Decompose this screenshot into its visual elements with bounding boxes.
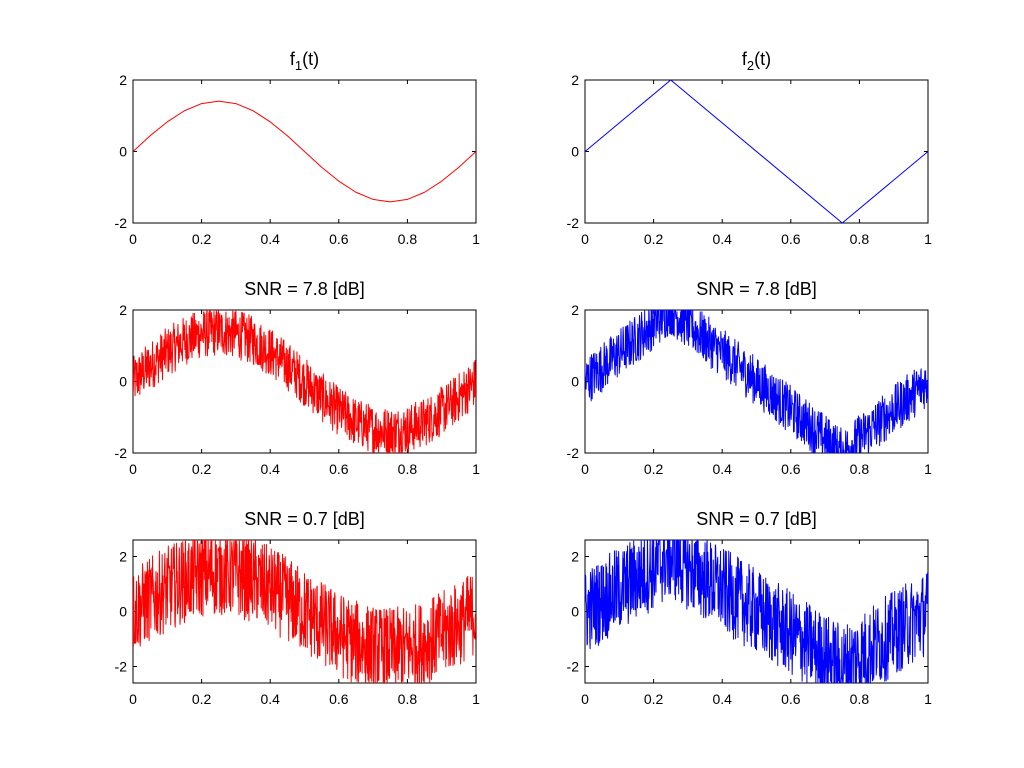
x-tick-label: 0.2 <box>644 461 664 477</box>
y-tick-label: 0 <box>119 374 127 390</box>
x-tick-label: 0 <box>581 461 589 477</box>
x-tick-label: 0.8 <box>850 461 870 477</box>
x-tick-label: 0.8 <box>850 231 870 247</box>
y-tick-label: 2 <box>119 302 127 318</box>
y-tick-label: 2 <box>119 549 127 565</box>
x-tick-label: 0.6 <box>329 691 349 707</box>
x-tick-label: 0 <box>581 231 589 247</box>
x-tick-label: 0.4 <box>712 461 732 477</box>
x-tick-label: 0.6 <box>329 461 349 477</box>
x-tick-label: 1 <box>472 231 480 247</box>
y-tick-label: 2 <box>119 72 127 88</box>
y-tick-label: -2 <box>567 215 580 231</box>
y-tick-label: -2 <box>115 215 128 231</box>
series-line-1 <box>133 310 476 453</box>
x-tick-label: 0 <box>129 691 137 707</box>
y-tick-label: -2 <box>567 659 580 675</box>
y-tick-label: -2 <box>567 445 580 461</box>
chart-title: SNR = 7.8 [dB] <box>696 279 817 299</box>
subplot-1: f1(t)0 0.2 0.4 0.6 0.8 1-202 <box>115 49 481 247</box>
x-tick-label: 1 <box>472 691 480 707</box>
chart-title: SNR = 0.7 [dB] <box>244 509 365 529</box>
x-tick-label: 1 <box>924 461 932 477</box>
chart-title: f1(t) <box>290 49 319 73</box>
subplot-3: SNR = 7.8 [dB]0 0.2 0.4 0.6 0.8 1-202 <box>115 279 481 477</box>
x-tick-label: 0.4 <box>260 691 280 707</box>
y-tick-label: -2 <box>115 659 128 675</box>
y-tick-label: 0 <box>119 144 127 160</box>
y-tick-label: 2 <box>571 302 579 318</box>
chart-title-subscript: 1 <box>295 58 302 73</box>
series-line-1 <box>133 100 476 203</box>
subplot-6: SNR = 0.7 [dB]0 0.2 0.4 0.6 0.8 1-202 <box>567 509 933 707</box>
x-tick-label: 0.6 <box>781 461 801 477</box>
x-tick-label: 0.8 <box>398 691 418 707</box>
chart-title-base: f <box>742 49 748 69</box>
chart-title: f2(t) <box>742 49 771 73</box>
x-tick-label: 0 <box>129 231 137 247</box>
x-tick-label: 0.4 <box>712 691 732 707</box>
subplot-5: SNR = 0.7 [dB]0 0.2 0.4 0.6 0.8 1-202 <box>115 509 481 707</box>
subplot-4: SNR = 7.8 [dB]0 0.2 0.4 0.6 0.8 1-202 <box>567 279 933 477</box>
x-tick-label: 0.6 <box>781 231 801 247</box>
x-tick-label: 0.6 <box>781 691 801 707</box>
x-tick-label: 0.8 <box>398 461 418 477</box>
x-tick-label: 1 <box>924 231 932 247</box>
chart-title-base: f <box>290 49 296 69</box>
y-tick-label: 0 <box>571 604 579 620</box>
x-tick-label: 0.4 <box>260 461 280 477</box>
x-tick-label: 0.2 <box>644 691 664 707</box>
x-tick-label: 0.4 <box>712 231 732 247</box>
x-tick-label: 0.6 <box>329 231 349 247</box>
chart-title-rest: (t) <box>754 49 771 69</box>
y-tick-label: -2 <box>115 445 128 461</box>
x-tick-label: 0 <box>581 691 589 707</box>
series-line-1 <box>133 540 476 683</box>
x-tick-label: 0.2 <box>644 231 664 247</box>
x-tick-label: 1 <box>472 461 480 477</box>
y-tick-label: 0 <box>119 604 127 620</box>
chart-title: SNR = 0.7 [dB] <box>696 509 817 529</box>
x-tick-label: 1 <box>924 691 932 707</box>
series-line-1 <box>585 80 928 223</box>
x-tick-label: 0 <box>129 461 137 477</box>
x-tick-label: 0.4 <box>260 231 280 247</box>
series-line-1 <box>585 540 928 683</box>
series-line-1 <box>585 310 928 453</box>
y-tick-label: 0 <box>571 144 579 160</box>
chart-title-subscript: 2 <box>747 58 754 73</box>
chart-title-rest: (t) <box>302 49 319 69</box>
x-tick-label: 0.8 <box>850 691 870 707</box>
x-tick-label: 0.8 <box>398 231 418 247</box>
y-tick-label: 0 <box>571 374 579 390</box>
chart-title: SNR = 7.8 [dB] <box>244 279 365 299</box>
subplot-2: f2(t)0 0.2 0.4 0.6 0.8 1-202 <box>567 49 933 247</box>
x-tick-label: 0.2 <box>192 691 212 707</box>
x-tick-label: 0.2 <box>192 231 212 247</box>
x-tick-label: 0.2 <box>192 461 212 477</box>
y-tick-label: 2 <box>571 549 579 565</box>
y-tick-label: 2 <box>571 72 579 88</box>
